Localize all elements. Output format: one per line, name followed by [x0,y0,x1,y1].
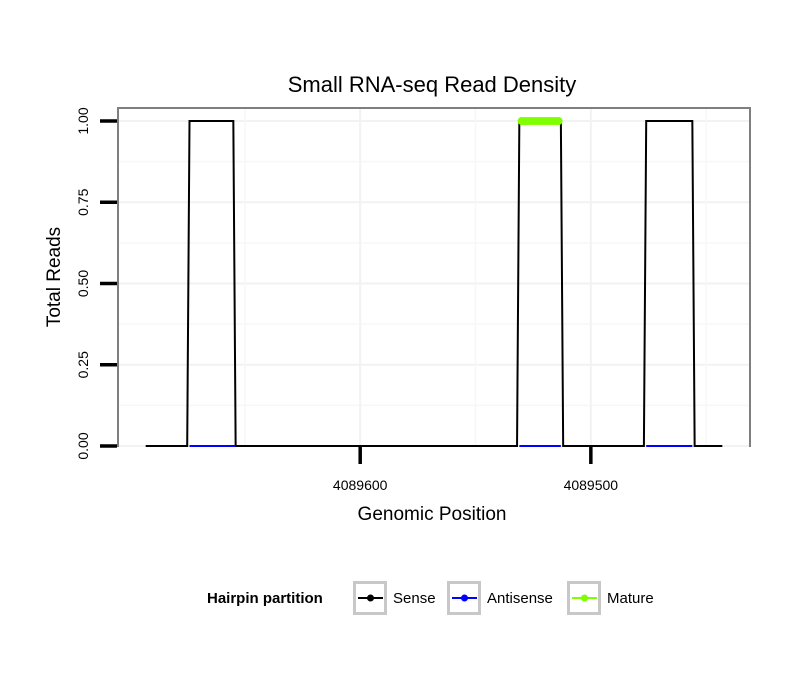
legend-label-mature: Mature [607,590,654,607]
y-tick-label: 1.00 [75,107,91,134]
x-axis: 4089600 4089500 [333,447,618,493]
legend-items: Sense Antisense Mature [353,581,654,615]
legend-title: Hairpin partition [207,590,323,607]
series-layer [145,117,723,447]
y-tick-label: 0.25 [75,351,91,378]
y-tick-label: 0.50 [75,270,91,297]
series-mature-point [554,117,563,125]
grid-lines [119,109,749,447]
y-tick-label: 0.00 [75,432,91,459]
x-tick-label: 4089600 [333,477,388,493]
y-tick-label: 0.75 [75,188,91,215]
legend-key-point-antisense [461,594,468,602]
x-axis-label: Genomic Position [358,504,507,525]
y-axis: 0.00 0.25 0.50 0.75 1.00 [75,107,117,460]
legend: Hairpin partition Sense Antisense Mature [207,581,654,615]
legend-label-antisense: Antisense [487,590,553,607]
y-axis-label: Total Reads [44,227,65,327]
legend-label-sense: Sense [393,590,436,607]
x-tick-label: 4089500 [564,477,619,493]
plot-panel [117,107,751,447]
legend-key-point-mature [581,594,588,602]
legend-key-point-sense [367,594,374,602]
chart-title: Small RNA-seq Read Density [288,72,577,97]
